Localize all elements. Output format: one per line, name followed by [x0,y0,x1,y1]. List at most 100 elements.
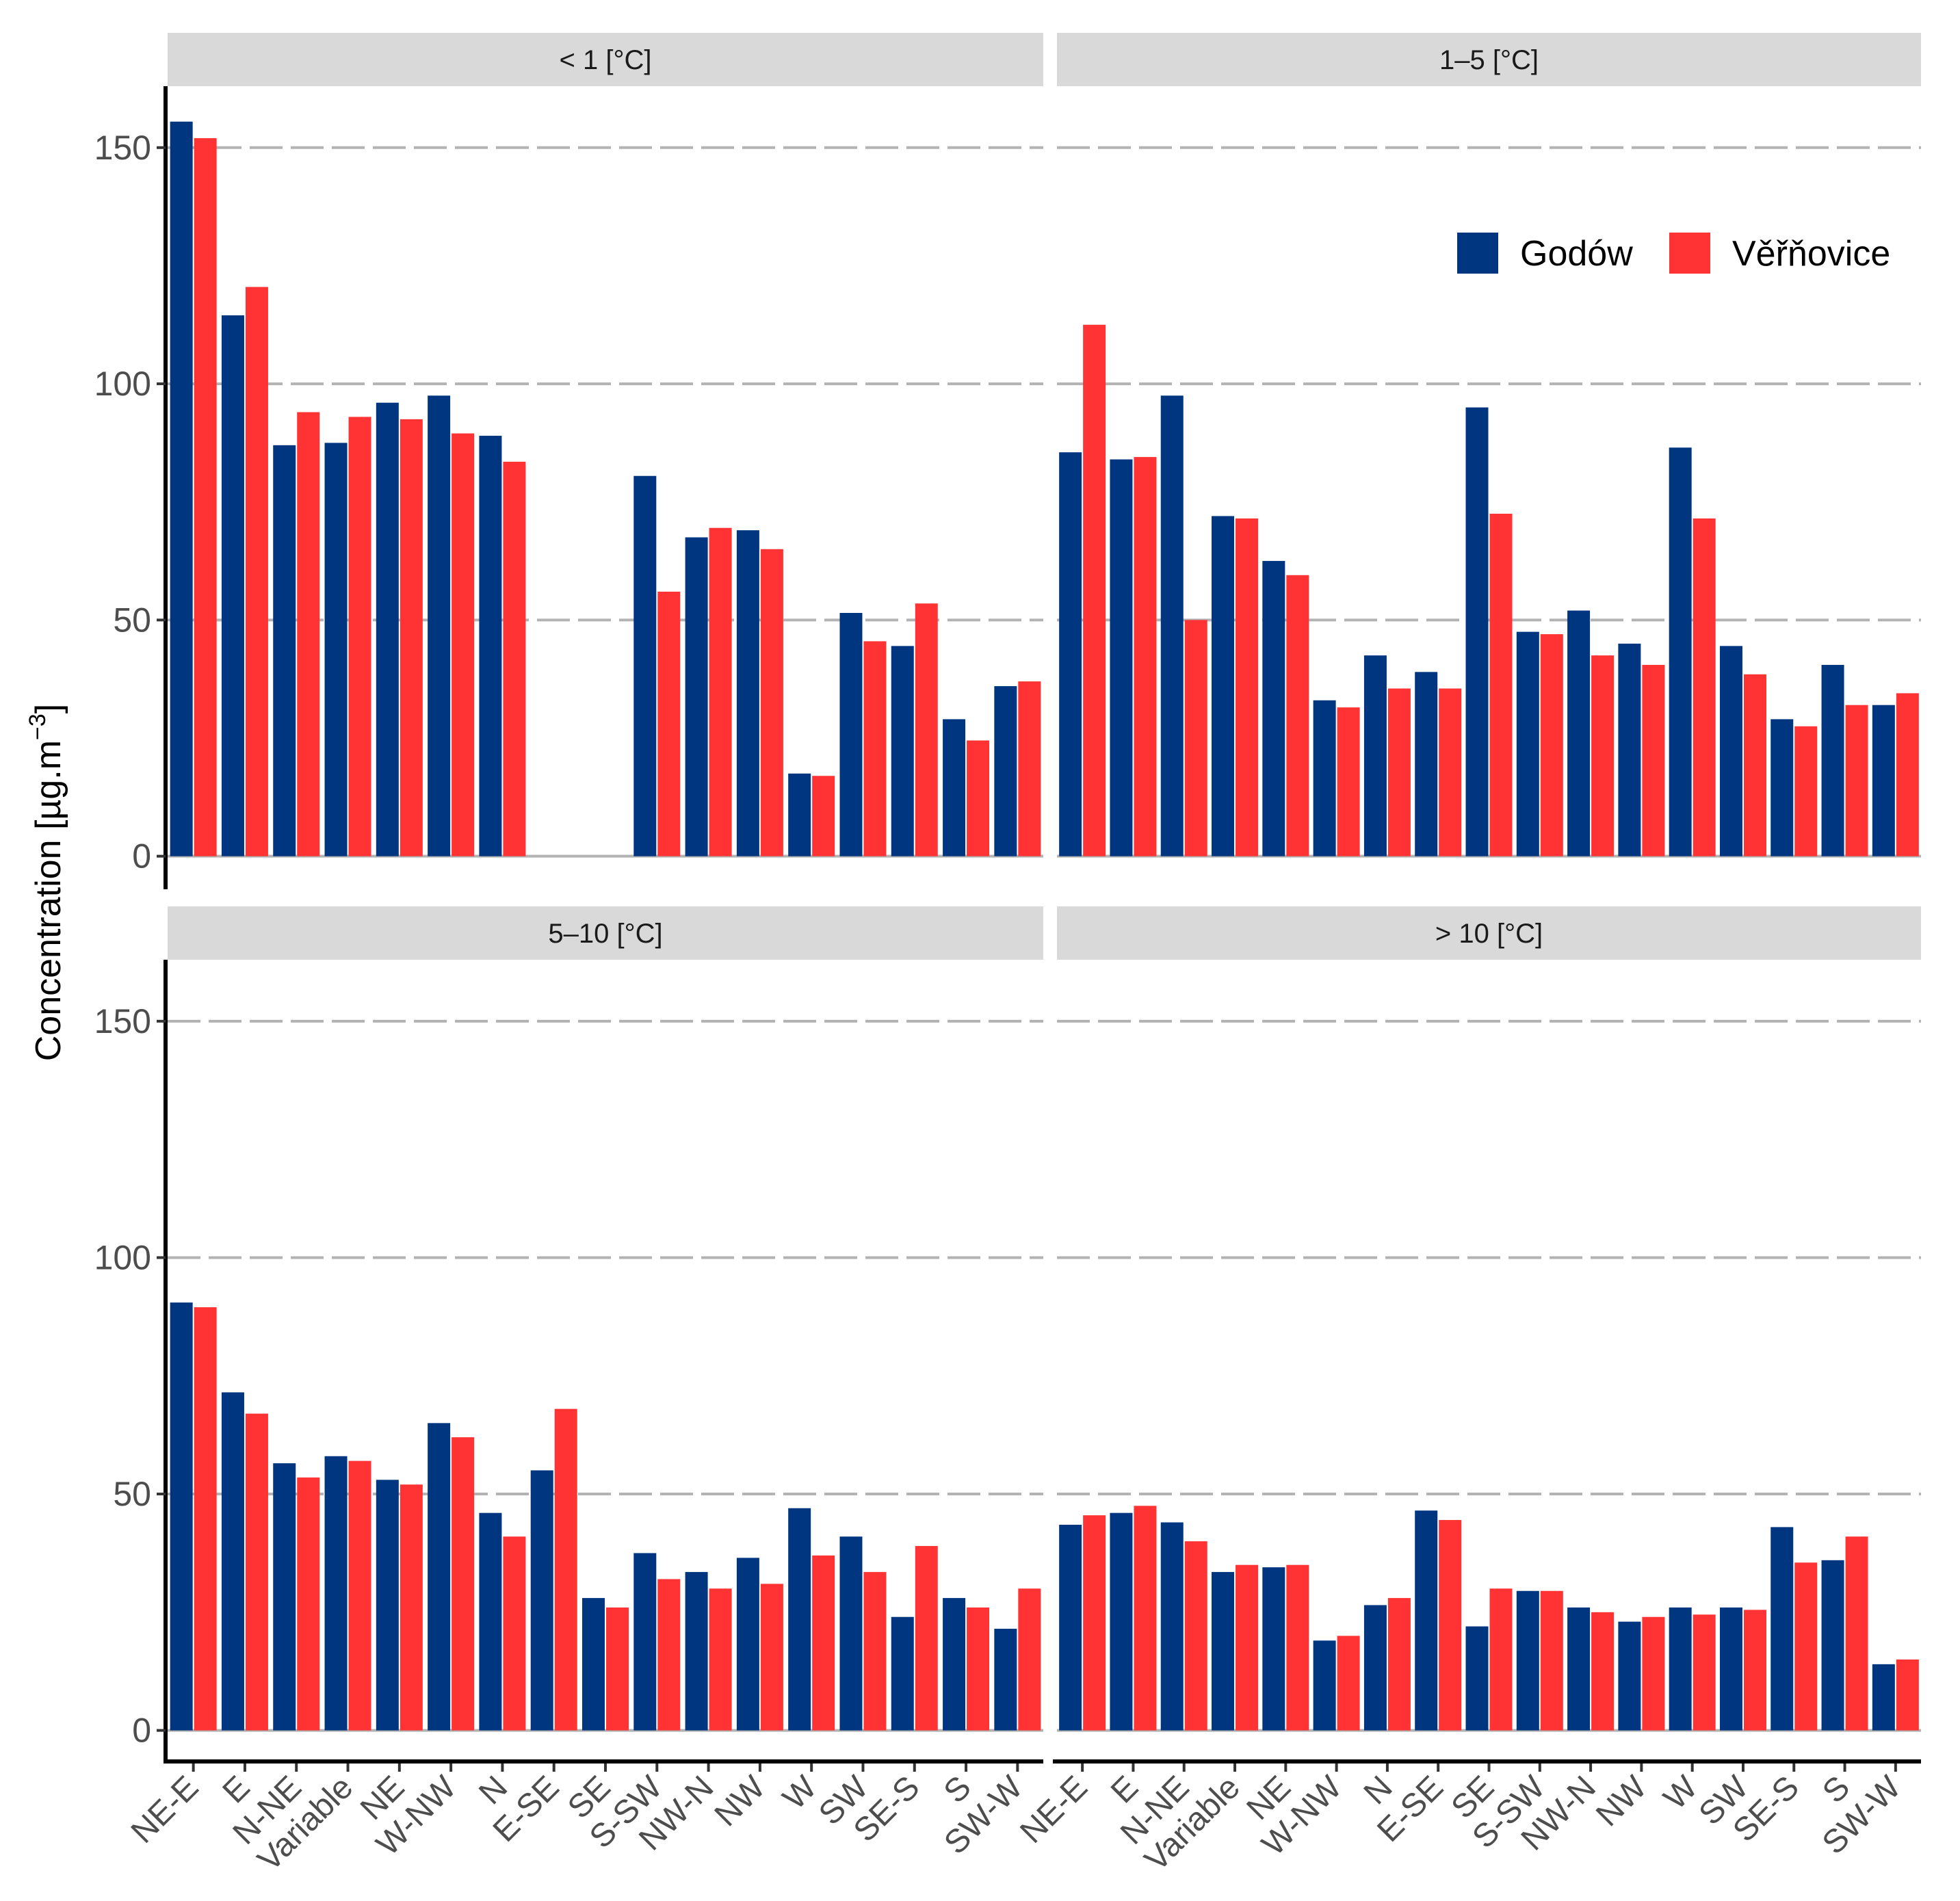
bar-godow-n [1363,1605,1387,1731]
bar-vernovice-n-ne [1184,620,1207,856]
bar-vernovice-se-s [915,603,938,856]
bar-godow-se [1465,407,1489,856]
y-axis-title: Concentration [µg.m−3] [25,704,68,1062]
bar-godow-ne-e [170,121,193,856]
bar-godow-se [1465,1626,1489,1731]
bar-godow-s-sw [633,1553,657,1731]
legend: Godów Věřňovice [1457,233,1890,274]
legend-key-vernovice [1669,233,1710,274]
bar-godow-variable [1212,516,1235,856]
bar-godow-n [479,1512,502,1731]
panel-strip [1057,33,1921,86]
bar-godow-n-ne [1160,1522,1184,1731]
bar-godow-w-nw [1313,700,1336,856]
bar-vernovice-e [1134,457,1157,856]
bar-godow-e-se [530,1470,553,1731]
bar-vernovice-variable [1236,518,1259,856]
bar-godow-s [1821,664,1844,856]
bar-vernovice-variable [348,417,371,856]
panels: < 1 [°C] 0 50 100 150 1–5 [°C] 5–10 [°C] 0 50 100… [94,33,1921,1764]
x-tick-label: NW [1589,1769,1654,1834]
bar-godow-e [221,315,244,856]
bar-godow-ne [376,402,399,856]
bar-godow-w [1669,447,1692,856]
bar-godow-se-s [891,1616,914,1731]
panel-strip [168,906,1043,960]
y-tick-label: 0 [132,1712,151,1750]
panel-title: < 1 [°C] [560,45,652,75]
bar-godow-sw-w [994,686,1017,856]
bar-vernovice-nw [1642,1616,1665,1731]
bar-vernovice-variable [348,1460,371,1731]
bar-godow-sw-w [1872,1664,1895,1731]
bar-godow-nw-n [685,537,708,856]
bar-godow-ne-e [170,1302,193,1731]
bar-vernovice-e [245,287,268,856]
bar-godow-sw-w [994,1629,1017,1731]
bar-vernovice-ne-e [1083,324,1106,856]
bar-godow-n-ne [1160,395,1184,856]
bar-godow-variable [1212,1572,1235,1731]
bar-godow-e [1110,1512,1133,1731]
y-tick-label: 100 [94,365,151,403]
bar-vernovice-sw [863,641,887,856]
bar-vernovice-sw [1743,674,1766,856]
bar-vernovice-n [1387,1598,1411,1731]
bar-godow-e-se [1415,672,1438,856]
bar-vernovice-ne [400,419,423,856]
bar-vernovice-e [1134,1506,1157,1731]
bar-godow-se [582,1598,605,1731]
panel-strip [168,33,1043,86]
bar-godow-sw [1719,1607,1742,1731]
bar-vernovice-nw [760,1584,783,1731]
bar-godow-n-ne [273,445,296,856]
bar-vernovice-sw [863,1572,887,1731]
panel-title: > 10 [°C] [1435,919,1543,949]
bar-vernovice-w-nw [452,433,475,856]
bar-vernovice-s [967,740,990,856]
bar-godow-w-nw [428,1423,451,1731]
bar-vernovice-sw-w [1018,1588,1041,1731]
x-tick-label: NW [708,1769,773,1834]
bar-godow-n [479,436,502,856]
bar-godow-ne-e [1059,452,1082,856]
bar-vernovice-se-s [1794,726,1818,856]
y-tick-label: 150 [94,1002,151,1040]
bar-vernovice-e-se [1439,1520,1462,1731]
bar-vernovice-ne-e [1083,1515,1106,1731]
bar-godow-ne [376,1480,399,1731]
bar-vernovice-s [1845,705,1868,856]
bar-vernovice-nw-n [1591,655,1615,856]
bar-godow-e [221,1392,244,1731]
bar-godow-nw [1618,643,1641,856]
bar-godow-s-sw [633,475,657,856]
bar-godow-sw [839,613,863,856]
bar-vernovice-nw [1642,664,1665,856]
bar-vernovice-e-se [554,1408,577,1731]
bar-vernovice-w-nw [452,1437,475,1731]
y-tick-label: 50 [113,1475,151,1513]
bar-godow-e-se [1415,1510,1438,1731]
bar-godow-variable [324,1456,348,1731]
bar-vernovice-ne-e [194,137,217,856]
panel-strip [1057,906,1921,960]
bar-vernovice-ne [400,1484,423,1731]
bar-vernovice-s [967,1607,990,1731]
bar-vernovice-ne-e [194,1307,217,1731]
bar-godow-variable [324,443,348,856]
bar-godow-nw [1618,1621,1641,1731]
panel-4: > 10 [°C] [1053,906,1921,1764]
bar-godow-sw [1719,646,1742,856]
bar-vernovice-nw-n [1591,1612,1615,1731]
bar-vernovice-ne [1286,575,1309,856]
bar-vernovice-w [812,776,835,856]
x-tick-label: NE-E [1013,1769,1095,1850]
bar-vernovice-se [1489,1588,1513,1731]
bar-vernovice-n-ne [297,1477,320,1731]
panel-title: 5–10 [°C] [548,919,662,949]
bar-godow-se-s [1770,719,1794,856]
bar-godow-w-nw [1313,1640,1336,1731]
bar-godow-w-nw [428,395,451,856]
